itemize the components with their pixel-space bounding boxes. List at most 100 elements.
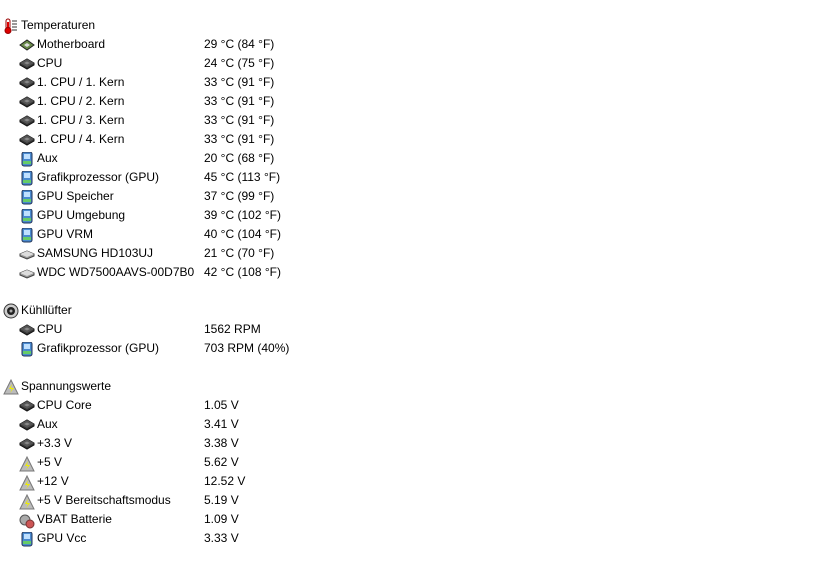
sensor-row[interactable]: +5 V Bereitschaftsmodus 5.19 V [0,491,840,510]
cpu-icon [19,57,35,71]
sensor-label: 1. CPU / 4. Kern [37,132,125,146]
sensor-label: GPU VRM [37,227,94,241]
voltage-icon [19,475,35,491]
sensor-label: +12 V [37,474,69,488]
sensor-row[interactable]: Grafikprozessor (GPU) 45 °C (113 °F) [0,168,840,187]
sensor-label: WDC WD7500AAVS-00D7B0 [37,265,195,279]
sensor-row[interactable]: WDC WD7500AAVS-00D7B0 42 °C (108 °F) [0,263,840,282]
voltage-icon [3,379,19,395]
gpu-icon [19,152,35,167]
sensor-value: 33 °C (91 °F) [204,132,275,146]
hard-drive-icon [19,266,35,280]
sensor-value: 33 °C (91 °F) [204,94,275,108]
sensor-value: 33 °C (91 °F) [204,113,275,127]
sensor-value: 40 °C (104 °F) [204,227,281,241]
sensor-label: 1. CPU / 1. Kern [37,75,125,89]
sensor-label: Aux [37,151,58,165]
sensor-label: +3.3 V [37,436,73,450]
sensor-label: +5 V Bereitschaftsmodus [37,493,171,507]
section-title: Temperaturen [21,18,96,32]
sensor-row[interactable]: GPU Speicher 37 °C (99 °F) [0,187,840,206]
sensor-row[interactable]: 1. CPU / 1. Kern 33 °C (91 °F) [0,73,840,92]
sensor-value: 1562 RPM [204,322,261,336]
cpu-icon [19,133,35,147]
sensor-row[interactable]: Grafikprozessor (GPU) 703 RPM (40%) [0,339,840,358]
cpu-icon [19,76,35,90]
sensor-row[interactable]: +3.3 V 3.38 V [0,434,840,453]
section-header[interactable]: Spannungswerte [0,377,840,396]
sensor-row[interactable]: Aux 20 °C (68 °F) [0,149,840,168]
sensor-row[interactable]: GPU Vcc 3.33 V [0,529,840,548]
sensor-row[interactable]: CPU 1562 RPM [0,320,840,339]
cpu-icon [19,114,35,128]
sensor-value: 12.52 V [204,474,246,488]
sensor-row[interactable]: 1. CPU / 4. Kern 33 °C (91 °F) [0,130,840,149]
sensor-value: 3.33 V [204,531,239,545]
sensor-row[interactable]: CPU Core 1.05 V [0,396,840,415]
sensor-value: 21 °C (70 °F) [204,246,275,260]
sensor-label: 1. CPU / 2. Kern [37,94,125,108]
sensor-value: 24 °C (75 °F) [204,56,275,70]
sensor-label: SAMSUNG HD103UJ [37,246,154,260]
sensor-label: Grafikprozessor (GPU) [37,170,160,184]
voltage-icon [19,456,35,472]
gpu-icon [19,342,35,357]
sensor-label: GPU Vcc [37,531,87,545]
section-title: Spannungswerte [21,379,112,393]
sensor-label: Motherboard [37,37,106,51]
cpu-icon [19,437,35,451]
sensor-row[interactable]: Motherboard 29 °C (84 °F) [0,35,840,54]
sensor-row[interactable]: GPU Umgebung 39 °C (102 °F) [0,206,840,225]
sensor-value: 3.41 V [204,417,239,431]
sensor-value: 42 °C (108 °F) [204,265,281,279]
sensor-row[interactable]: CPU 24 °C (75 °F) [0,54,840,73]
gpu-icon [19,209,35,224]
sensor-value: 39 °C (102 °F) [204,208,281,222]
sensor-value: 5.62 V [204,455,239,469]
sensor-list: Temperaturen Motherboard 29 °C (84 °F) CPU 2… [0,16,840,548]
gpu-icon [19,190,35,205]
thermometer-icon [3,18,19,34]
sensor-label: 1. CPU / 3. Kern [37,113,125,127]
section-title: Kühllüfter [21,303,72,317]
sensor-value: 33 °C (91 °F) [204,75,275,89]
section-header[interactable]: Kühllüfter [0,301,840,320]
sensor-value: 20 °C (68 °F) [204,151,275,165]
sensor-row[interactable]: +12 V 12.52 V [0,472,840,491]
sensor-label: CPU [37,322,63,336]
battery-icon [19,513,35,529]
sensor-row[interactable]: 1. CPU / 2. Kern 33 °C (91 °F) [0,92,840,111]
sensor-row[interactable]: VBAT Batterie 1.09 V [0,510,840,529]
gpu-icon [19,171,35,186]
sensor-row[interactable]: +5 V 5.62 V [0,453,840,472]
cpu-icon [19,399,35,413]
sensor-label: Aux [37,417,58,431]
cpu-icon [19,95,35,109]
gpu-icon [19,228,35,243]
sensor-label: GPU Umgebung [37,208,126,222]
sensor-value: 29 °C (84 °F) [204,37,275,51]
sensor-label: Grafikprozessor (GPU) [37,341,160,355]
sensor-value: 5.19 V [204,493,239,507]
sensor-value: 703 RPM (40%) [204,341,290,355]
gpu-icon [19,532,35,547]
sensor-value: 1.09 V [204,512,239,526]
voltage-icon [19,494,35,510]
sensor-label: VBAT Batterie [37,512,112,526]
sensor-label: CPU [37,56,63,70]
sensor-row[interactable]: SAMSUNG HD103UJ 21 °C (70 °F) [0,244,840,263]
sensor-value: 37 °C (99 °F) [204,189,275,203]
sensor-value: 1.05 V [204,398,239,412]
sensor-row[interactable]: Aux 3.41 V [0,415,840,434]
sensor-value: 3.38 V [204,436,239,450]
fan-icon [3,303,19,319]
spacer [0,358,840,377]
sensor-label: +5 V [37,455,63,469]
cpu-icon [19,323,35,337]
sensor-row[interactable]: GPU VRM 40 °C (104 °F) [0,225,840,244]
sensor-value: 45 °C (113 °F) [204,170,281,184]
section-header[interactable]: Temperaturen [0,16,840,35]
sensor-label: GPU Speicher [37,189,114,203]
cpu-icon [19,418,35,432]
sensor-row[interactable]: 1. CPU / 3. Kern 33 °C (91 °F) [0,111,840,130]
